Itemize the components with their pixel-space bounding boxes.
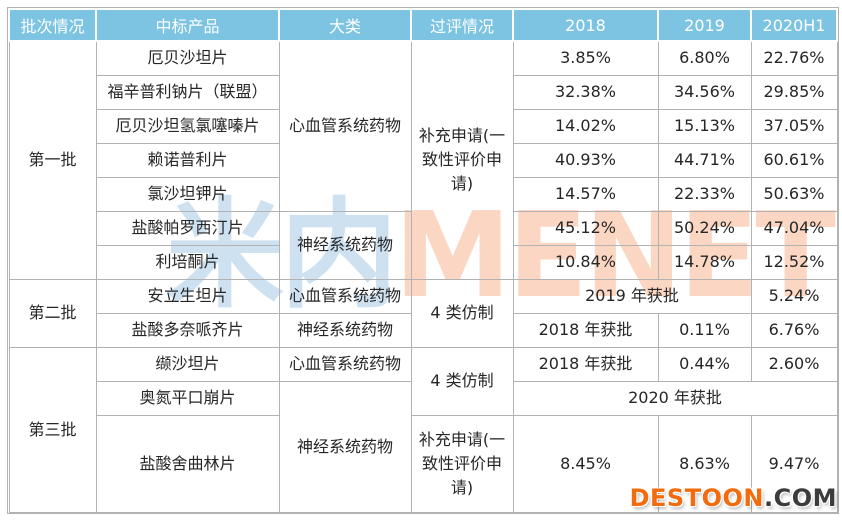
product-cell: 福辛普利钠片（联盟） [95,74,280,110]
product-cell: 利培酮片 [95,244,280,280]
product-cell: 厄贝沙坦氢氯噻嗪片 [95,108,280,144]
value-2018-cell: 45.12% [512,210,659,246]
category-cell: 心血管系统药物 [278,278,412,314]
approval-note-cell: 2019 年获批 [512,278,752,314]
value-2020h1-cell: 9.47% [750,414,838,513]
value-2019-cell: 44.71% [657,142,752,178]
value-2020h1-cell: 37.05% [750,108,838,144]
destoon-site-watermark: DESTOON.COM [630,486,837,510]
value-2018-cell: 8.45% [512,414,659,513]
product-cell: 厄贝沙坦片 [95,40,280,76]
destoon-watermark-tld: .COM [763,484,837,512]
column-header-category: 大类 [278,8,412,42]
product-cell: 盐酸舍曲林片 [95,414,280,513]
table-row: 利培酮片 10.84% 14.78% 12.52% [9,244,838,280]
product-cell: 盐酸多奈哌齐片 [95,312,280,348]
category-cell: 神经系统药物 [278,210,412,280]
value-2018-cell: 10.84% [512,244,659,280]
column-header-2020h1: 2020H1 [750,8,838,42]
category-cell: 神经系统药物 [278,380,412,513]
approval-note-cell: 2018 年获批 [512,346,659,382]
table-row: 第一批 厄贝沙坦片 心血管系统药物 补充申请(一致性评价申请) 3.85% 6.… [8,40,838,280]
category-cell: 心血管系统药物 [278,40,412,212]
approval-note-cell: 2020 年获批 [512,380,838,416]
value-2018-cell: 32.38% [512,74,659,110]
table-row: 盐酸舍曲林片 补充申请(一致性评价申请) 8.45% 8.63% 9.47% [9,414,838,513]
batch-cell: 第三批 [8,346,97,513]
table-row: 第三批 缬沙坦片 心血管系统药物 4 类仿制 2018 年获批 0.44% 2.… [8,346,838,513]
value-2019-cell: 22.33% [657,176,752,212]
product-cell: 安立生坦片 [95,278,280,314]
status-cell: 补充申请(一致性评价申请) [410,414,514,513]
value-2019-cell: 15.13% [657,108,752,144]
column-header-batch: 批次情况 [8,8,97,42]
value-2018-cell: 14.57% [512,176,659,212]
header-row: 批次情况 中标产品 大类 过评情况 2018 2019 2020H1 [8,8,838,42]
value-2018-cell: 40.93% [512,142,659,178]
value-2018-cell: 3.85% [512,40,659,76]
value-2020h1-cell: 2.60% [750,346,838,382]
product-cell: 缬沙坦片 [95,346,280,382]
value-2019-cell: 14.78% [657,244,752,280]
product-cell: 盐酸帕罗西汀片 [95,210,280,246]
product-cell: 赖诺普利片 [95,142,280,178]
status-cell: 4 类仿制 [410,278,514,348]
column-header-product: 中标产品 [95,8,280,42]
batch-cell: 第一批 [8,40,97,280]
product-cell: 氯沙坦钾片 [95,176,280,212]
value-2020h1-cell: 6.76% [750,312,838,348]
destoon-watermark-name: DESTOON [629,484,764,512]
value-2020h1-cell: 47.04% [750,210,838,246]
column-header-2018: 2018 [512,8,659,42]
table-row: 盐酸多奈哌齐片 神经系统药物 2018 年获批 0.11% 6.76% [9,312,838,348]
table-row: 厄贝沙坦氢氯噻嗪片 14.02% 15.13% 37.05% [9,108,838,144]
table-row: 第二批 安立生坦片 心血管系统药物 4 类仿制 2019 年获批 5.24% [8,278,838,348]
value-2020h1-cell: 5.24% [750,278,838,314]
status-cell: 补充申请(一致性评价申请) [410,40,514,280]
table-row: 盐酸帕罗西汀片 神经系统药物 45.12% 50.24% 47.04% [9,210,838,280]
value-2019-cell: 0.11% [657,312,752,348]
category-cell: 心血管系统药物 [278,346,412,382]
value-2019-cell: 6.80% [657,40,752,76]
product-cell: 奥氮平口崩片 [95,380,280,416]
column-header-2019: 2019 [657,8,752,42]
value-2020h1-cell: 29.85% [750,74,838,110]
category-cell: 神经系统药物 [278,312,412,348]
value-2019-cell: 50.24% [657,210,752,246]
column-header-status: 过评情况 [410,8,514,42]
value-2020h1-cell: 22.76% [750,40,838,76]
value-2019-cell: 34.56% [657,74,752,110]
procurement-evaluation-table: 批次情况 中标产品 大类 过评情况 2018 2019 2020H1 第一批 厄… [8,8,838,513]
value-2019-cell: 0.44% [657,346,752,382]
value-2018-cell: 14.02% [512,108,659,144]
value-2020h1-cell: 12.52% [750,244,838,280]
status-cell: 4 类仿制 [410,346,514,416]
table-row: 氯沙坦钾片 14.57% 22.33% 50.63% [9,176,838,212]
approval-note-cell: 2018 年获批 [512,312,659,348]
table-row: 福辛普利钠片（联盟） 32.38% 34.56% 29.85% [9,74,838,110]
table-row: 奥氮平口崩片 神经系统药物 2020 年获批 [9,380,838,513]
value-2020h1-cell: 50.63% [750,176,838,212]
table-row: 赖诺普利片 40.93% 44.71% 60.61% [9,142,838,178]
batch-cell: 第二批 [8,278,97,348]
table-container: 批次情况 中标产品 大类 过评情况 2018 2019 2020H1 第一批 厄… [7,7,839,514]
value-2020h1-cell: 60.61% [750,142,838,178]
